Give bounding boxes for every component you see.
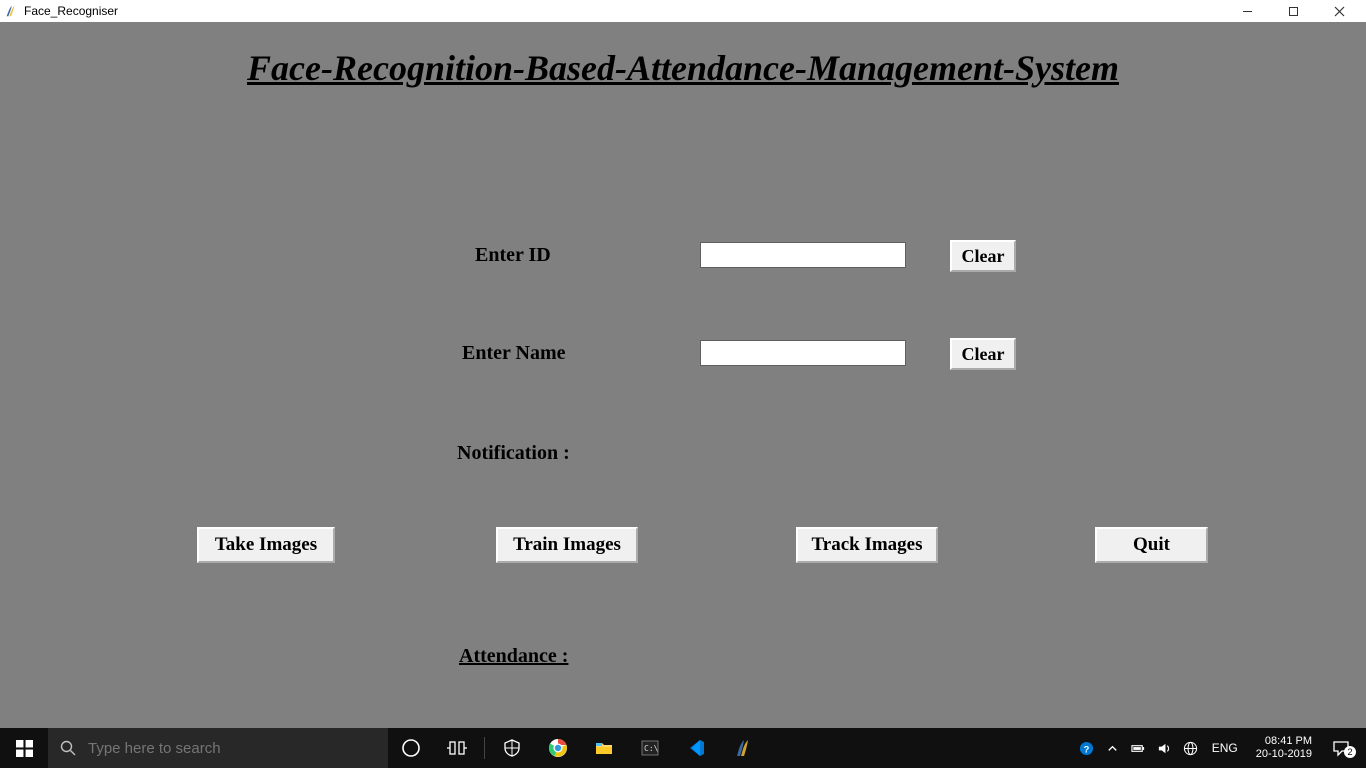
network-icon[interactable] [1180,728,1202,768]
window-maximize-button[interactable] [1270,0,1316,22]
window-close-button[interactable] [1316,0,1362,22]
window-title: Face_Recogniser [24,4,118,18]
enter-id-input[interactable] [700,242,906,268]
clock-date: 20-10-2019 [1256,748,1312,761]
taskbar-search[interactable] [48,728,388,768]
python-feather-icon [4,4,18,18]
quit-button[interactable]: Quit [1095,527,1208,563]
taskbar-separator [484,737,485,759]
app-body: Face-Recognition-Based-Attendance-Manage… [0,22,1366,728]
window-titlebar: Face_Recogniser [0,0,1366,22]
file-explorer-icon[interactable] [581,728,627,768]
enter-name-label: Enter Name [462,342,566,365]
clock-time: 08:41 PM [1256,735,1312,748]
attendance-label: Attendance : [459,645,568,668]
clear-name-button[interactable]: Clear [950,338,1016,370]
window-minimize-button[interactable] [1224,0,1270,22]
take-images-button[interactable]: Take Images [197,527,335,563]
vscode-icon[interactable] [673,728,719,768]
track-images-button[interactable]: Track Images [796,527,938,563]
taskbar-clock[interactable]: 08:41 PM 20-10-2019 [1248,735,1320,761]
task-view-icon[interactable] [434,728,480,768]
taskbar-left-icons: C:\ [388,728,765,768]
python-idle-icon[interactable] [719,728,765,768]
volume-icon[interactable] [1154,728,1176,768]
enter-name-input[interactable] [700,340,906,366]
clear-id-button[interactable]: Clear [950,240,1016,272]
taskbar: C:\ ? ENG 08:41 PM 20-10-2019 [0,728,1366,768]
chrome-icon[interactable] [535,728,581,768]
cmd-icon[interactable]: C:\ [627,728,673,768]
train-images-button[interactable]: Train Images [496,527,638,563]
windows-defender-icon[interactable] [489,728,535,768]
enter-id-label: Enter ID [475,244,551,267]
svg-text:?: ? [1084,744,1090,754]
page-title: Face-Recognition-Based-Attendance-Manage… [0,47,1366,89]
taskbar-search-input[interactable] [88,740,376,757]
cortana-icon[interactable] [388,728,434,768]
battery-icon[interactable] [1128,728,1150,768]
start-button[interactable] [0,728,48,768]
action-center-icon[interactable]: 2 [1324,738,1364,758]
search-icon [60,740,76,756]
help-icon[interactable]: ? [1076,728,1098,768]
notification-badge: 2 [1344,746,1356,758]
tray-chevron-up-icon[interactable] [1102,728,1124,768]
svg-text:C:\: C:\ [644,744,659,753]
language-indicator[interactable]: ENG [1206,741,1244,755]
notification-label: Notification : [457,442,570,465]
system-tray: ? ENG 08:41 PM 20-10-2019 2 [1076,728,1366,768]
